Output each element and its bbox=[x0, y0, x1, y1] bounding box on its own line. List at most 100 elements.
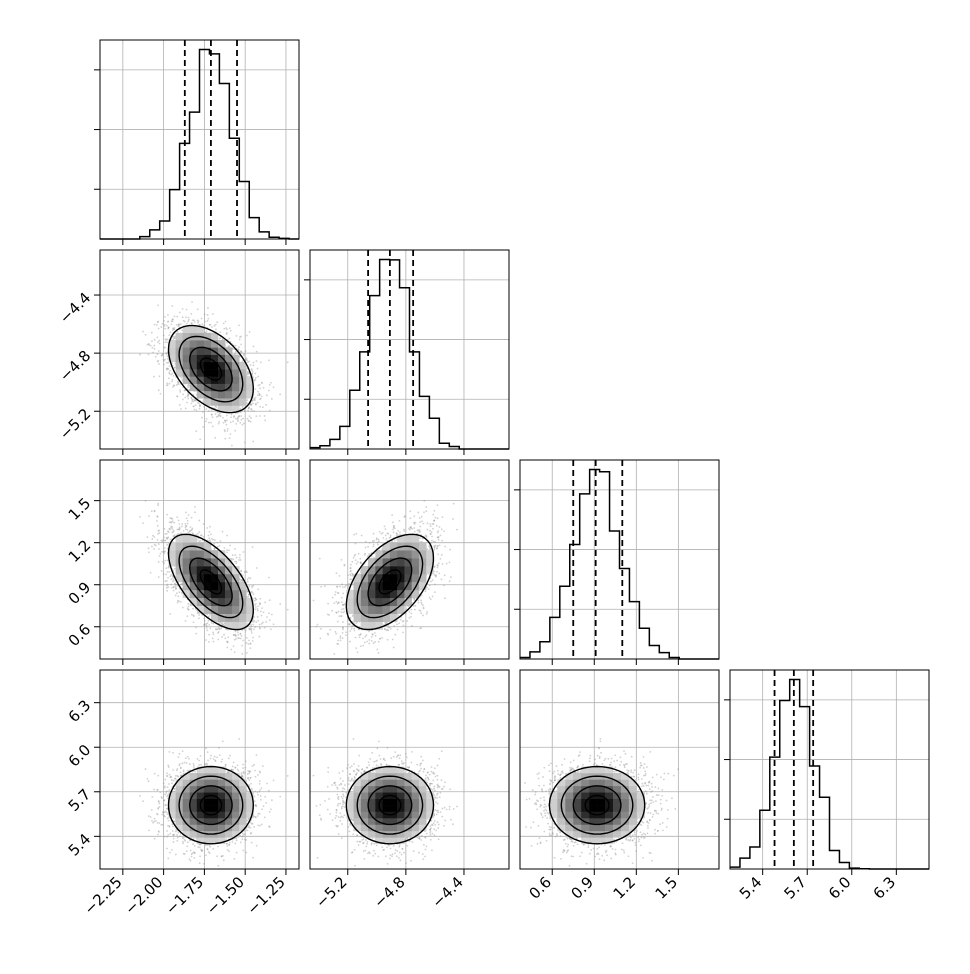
scatter-point bbox=[226, 342, 228, 344]
scatter-point bbox=[192, 319, 194, 321]
scatter-point bbox=[257, 394, 259, 396]
scatter-point bbox=[163, 573, 165, 575]
scatter-point bbox=[248, 640, 250, 642]
scatter-point bbox=[164, 328, 166, 330]
scatter-point bbox=[235, 423, 237, 425]
scatter-point bbox=[187, 520, 189, 522]
scatter-point bbox=[169, 373, 171, 375]
scatter-point bbox=[217, 632, 219, 634]
scatter-point bbox=[247, 418, 249, 420]
scatter-point bbox=[158, 576, 160, 578]
scatter-point bbox=[205, 420, 207, 422]
scatter-point bbox=[235, 634, 237, 636]
scatter-point bbox=[252, 640, 254, 642]
scatter-point bbox=[230, 416, 232, 418]
scatter-point bbox=[252, 371, 254, 373]
scatter-point bbox=[211, 414, 213, 416]
scatter-point bbox=[254, 626, 256, 628]
scatter-point bbox=[188, 394, 190, 396]
scatter-point bbox=[212, 416, 214, 418]
scatter-point bbox=[171, 381, 173, 383]
scatter-point bbox=[287, 609, 289, 611]
scatter-point bbox=[195, 409, 197, 411]
scatter-point bbox=[246, 652, 248, 654]
scatter-point bbox=[259, 384, 261, 386]
scatter-point bbox=[145, 500, 147, 502]
scatter-point bbox=[174, 316, 176, 318]
scatter-point bbox=[168, 383, 170, 385]
scatter-point bbox=[176, 324, 178, 326]
scatter-point bbox=[202, 426, 204, 428]
scatter-point bbox=[197, 322, 199, 324]
scatter-point bbox=[222, 417, 224, 419]
density-cell bbox=[218, 391, 225, 399]
scatter-point bbox=[169, 365, 171, 367]
scatter-point bbox=[248, 594, 250, 596]
scatter-point bbox=[163, 562, 165, 564]
scatter-point bbox=[246, 358, 248, 360]
scatter-point bbox=[240, 343, 242, 345]
scatter-point bbox=[269, 619, 271, 621]
scatter-point bbox=[240, 638, 242, 640]
density-cell bbox=[204, 362, 211, 370]
scatter-point bbox=[157, 341, 159, 343]
scatter-point bbox=[167, 314, 169, 316]
scatter-point bbox=[158, 340, 160, 342]
scatter-point bbox=[202, 323, 204, 325]
scatter-point bbox=[162, 323, 164, 325]
scatter-point bbox=[207, 622, 209, 624]
scatter-point bbox=[191, 402, 193, 404]
scatter-point bbox=[167, 384, 169, 386]
scatter-point bbox=[157, 539, 159, 541]
scatter-point bbox=[154, 324, 156, 326]
scatter-point bbox=[279, 393, 281, 395]
scatter-point bbox=[169, 331, 171, 333]
scatter-point bbox=[229, 338, 231, 340]
scatter-point bbox=[226, 419, 228, 421]
scatter-point bbox=[264, 420, 266, 422]
density-cell bbox=[204, 340, 211, 348]
scatter-point bbox=[248, 420, 250, 422]
scatter-point bbox=[172, 318, 174, 320]
density-cell bbox=[204, 369, 211, 377]
scatter-point bbox=[251, 408, 253, 410]
scatter-point bbox=[252, 441, 254, 443]
scatter-point bbox=[268, 390, 270, 392]
scatter-point bbox=[260, 361, 262, 363]
scatter-point bbox=[158, 530, 160, 532]
scatter-point bbox=[240, 350, 242, 352]
scatter-point bbox=[225, 321, 227, 323]
scatter-point bbox=[203, 406, 205, 408]
scatter-point bbox=[150, 345, 152, 347]
scatter-point bbox=[161, 353, 163, 355]
scatter-point bbox=[157, 321, 159, 323]
scatter-point bbox=[270, 382, 272, 384]
scatter-point bbox=[261, 395, 263, 397]
scatter-point bbox=[253, 362, 255, 364]
scatter-point bbox=[226, 551, 228, 553]
scatter-point bbox=[171, 587, 173, 589]
scatter-point bbox=[232, 420, 234, 422]
scatter-point bbox=[148, 354, 150, 356]
density-cell bbox=[190, 326, 197, 334]
scatter-point bbox=[158, 375, 160, 377]
scatter-point bbox=[158, 350, 160, 352]
scatter-point bbox=[156, 324, 158, 326]
scatter-point bbox=[244, 410, 246, 412]
scatter-point bbox=[172, 379, 174, 381]
scatter-point bbox=[162, 541, 164, 543]
scatter-point bbox=[161, 355, 163, 357]
scatter-point bbox=[257, 616, 259, 618]
scatter-point bbox=[199, 408, 201, 410]
scatter-point bbox=[197, 308, 199, 310]
scatter-point bbox=[252, 546, 254, 548]
scatter-point bbox=[178, 520, 180, 522]
scatter-point bbox=[223, 422, 225, 424]
scatter-point bbox=[229, 437, 231, 439]
scatter-point bbox=[165, 353, 167, 355]
scatter-point bbox=[261, 382, 263, 384]
scatter-point bbox=[227, 430, 229, 432]
scatter-point bbox=[158, 363, 160, 365]
